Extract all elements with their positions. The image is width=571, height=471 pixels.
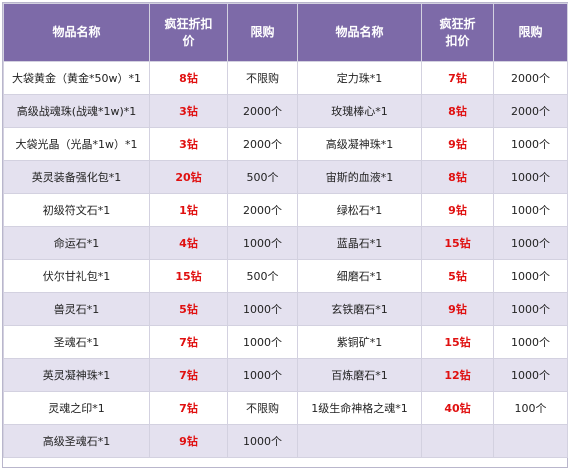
- item-name: 高级凝神珠*1: [297, 127, 422, 161]
- table-row: 高级圣魂石*1 9钻 1000个: [3, 424, 568, 458]
- item-price: 9钻: [421, 127, 494, 161]
- item-limit: 不限购: [227, 61, 298, 95]
- item-price: 8钻: [421, 160, 494, 194]
- item-price: 4钻: [149, 226, 228, 260]
- header-limit-left: 限购: [227, 3, 298, 62]
- discount-table: 物品名称 疯狂折扣价 限购 物品名称 疯狂折扣价 限购 大袋黄金（黄金*50w）…: [3, 3, 568, 458]
- item-price: 9钻: [421, 292, 494, 326]
- item-name: 玫瑰棒心*1: [297, 94, 422, 128]
- item-name: 英灵装备强化包*1: [3, 160, 150, 194]
- item-limit: 1000个: [493, 193, 568, 227]
- item-limit: [493, 424, 568, 458]
- table-row: 初级符文石*1 1钻 2000个 绿松石*1 9钻 1000个: [3, 193, 568, 227]
- table-row: 英灵装备强化包*1 20钻 500个 宙斯的血液*1 8钻 1000个: [3, 160, 568, 194]
- item-limit: 2000个: [227, 193, 298, 227]
- table-row: 命运石*1 4钻 1000个 蓝晶石*1 15钻 1000个: [3, 226, 568, 260]
- table-row: 伏尔甘礼包*1 15钻 500个 细磨石*1 5钻 1000个: [3, 259, 568, 293]
- item-limit: 1000个: [227, 226, 298, 260]
- item-name: 初级符文石*1: [3, 193, 150, 227]
- table-row: 兽灵石*1 5钻 1000个 玄铁磨石*1 9钻 1000个: [3, 292, 568, 326]
- table-row: 灵魂之印*1 7钻 不限购 1级生命神格之魂*1 40钻 100个: [3, 391, 568, 425]
- item-price: 15钻: [149, 259, 228, 293]
- item-price: 7钻: [149, 325, 228, 359]
- item-limit: 1000个: [493, 259, 568, 293]
- item-price: 15钻: [421, 325, 494, 359]
- table-row: 高级战魂珠(战魂*1w)*1 3钻 2000个 玫瑰棒心*1 8钻 2000个: [3, 94, 568, 128]
- item-price: 7钻: [149, 391, 228, 425]
- item-price: 20钻: [149, 160, 228, 194]
- item-name: 定力珠*1: [297, 61, 422, 95]
- item-name: 高级圣魂石*1: [3, 424, 150, 458]
- item-limit: 500个: [227, 259, 298, 293]
- item-name: 大袋光晶（光晶*1w）*1: [3, 127, 150, 161]
- item-limit: 1000个: [493, 292, 568, 326]
- item-limit: 2000个: [493, 61, 568, 95]
- item-price: 12钻: [421, 358, 494, 392]
- item-price: [421, 424, 494, 458]
- item-limit: 1000个: [493, 226, 568, 260]
- header-row: 物品名称 疯狂折扣价 限购 物品名称 疯狂折扣价 限购: [3, 3, 568, 62]
- item-price: 3钻: [149, 94, 228, 128]
- item-price: 15钻: [421, 226, 494, 260]
- item-name: 蓝晶石*1: [297, 226, 422, 260]
- item-price: 7钻: [421, 61, 494, 95]
- item-limit: 1000个: [493, 325, 568, 359]
- item-price: 7钻: [149, 358, 228, 392]
- item-price: 1钻: [149, 193, 228, 227]
- item-name: 绿松石*1: [297, 193, 422, 227]
- item-price: 9钻: [421, 193, 494, 227]
- item-price: 3钻: [149, 127, 228, 161]
- header-limit-right: 限购: [493, 3, 568, 62]
- item-name: 1级生命神格之魂*1: [297, 391, 422, 425]
- item-name: 兽灵石*1: [3, 292, 150, 326]
- item-limit: 1000个: [227, 292, 298, 326]
- item-limit: 2000个: [227, 127, 298, 161]
- item-price: 8钻: [149, 61, 228, 95]
- item-limit: 100个: [493, 391, 568, 425]
- item-price: 5钻: [421, 259, 494, 293]
- item-limit: 1000个: [493, 127, 568, 161]
- item-name: [297, 424, 422, 458]
- item-price: 9钻: [149, 424, 228, 458]
- item-limit: 不限购: [227, 391, 298, 425]
- header-item-name-left: 物品名称: [3, 3, 150, 62]
- item-limit: 1000个: [493, 358, 568, 392]
- table-row: 大袋光晶（光晶*1w）*1 3钻 2000个 高级凝神珠*1 9钻 1000个: [3, 127, 568, 161]
- item-name: 紫铜矿*1: [297, 325, 422, 359]
- item-name: 宙斯的血液*1: [297, 160, 422, 194]
- item-limit: 1000个: [493, 160, 568, 194]
- item-price: 40钻: [421, 391, 494, 425]
- table-row: 大袋黄金（黄金*50w）*1 8钻 不限购 定力珠*1 7钻 2000个: [3, 61, 568, 95]
- item-name: 细磨石*1: [297, 259, 422, 293]
- item-name: 英灵凝神珠*1: [3, 358, 150, 392]
- item-price: 5钻: [149, 292, 228, 326]
- header-item-name-right: 物品名称: [297, 3, 422, 62]
- item-limit: 2000个: [493, 94, 568, 128]
- item-price: 8钻: [421, 94, 494, 128]
- table-row: 英灵凝神珠*1 7钻 1000个 百炼磨石*1 12钻 1000个: [3, 358, 568, 392]
- item-limit: 2000个: [227, 94, 298, 128]
- header-price-left: 疯狂折扣价: [149, 3, 228, 62]
- item-name: 玄铁磨石*1: [297, 292, 422, 326]
- table-row: 圣魂石*1 7钻 1000个 紫铜矿*1 15钻 1000个: [3, 325, 568, 359]
- item-name: 大袋黄金（黄金*50w）*1: [3, 61, 150, 95]
- item-name: 百炼磨石*1: [297, 358, 422, 392]
- item-name: 高级战魂珠(战魂*1w)*1: [3, 94, 150, 128]
- item-limit: 500个: [227, 160, 298, 194]
- header-price-right: 疯狂折扣价: [421, 3, 494, 62]
- item-limit: 1000个: [227, 325, 298, 359]
- item-limit: 1000个: [227, 424, 298, 458]
- item-name: 灵魂之印*1: [3, 391, 150, 425]
- item-name: 伏尔甘礼包*1: [3, 259, 150, 293]
- item-name: 命运石*1: [3, 226, 150, 260]
- item-limit: 1000个: [227, 358, 298, 392]
- item-name: 圣魂石*1: [3, 325, 150, 359]
